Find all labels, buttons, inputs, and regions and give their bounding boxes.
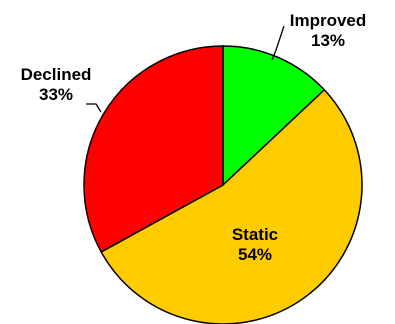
slice-label-static: Static (232, 225, 278, 244)
slice-value-declined: 33% (39, 85, 73, 104)
leader-lines (86, 25, 285, 113)
slice-label-declined: Declined (21, 65, 92, 84)
slice-value-improved: 13% (311, 31, 345, 50)
slice-label-improved: Improved (290, 11, 367, 30)
pie-slice-static (100, 88, 363, 324)
pie-slice-declined (83, 45, 224, 253)
slice-value-static: 54% (238, 245, 272, 264)
pie-slices (83, 45, 363, 324)
leader-line-improved (271, 25, 285, 61)
leader-line-declined (86, 103, 102, 113)
pie-slice-improved (222, 45, 326, 187)
